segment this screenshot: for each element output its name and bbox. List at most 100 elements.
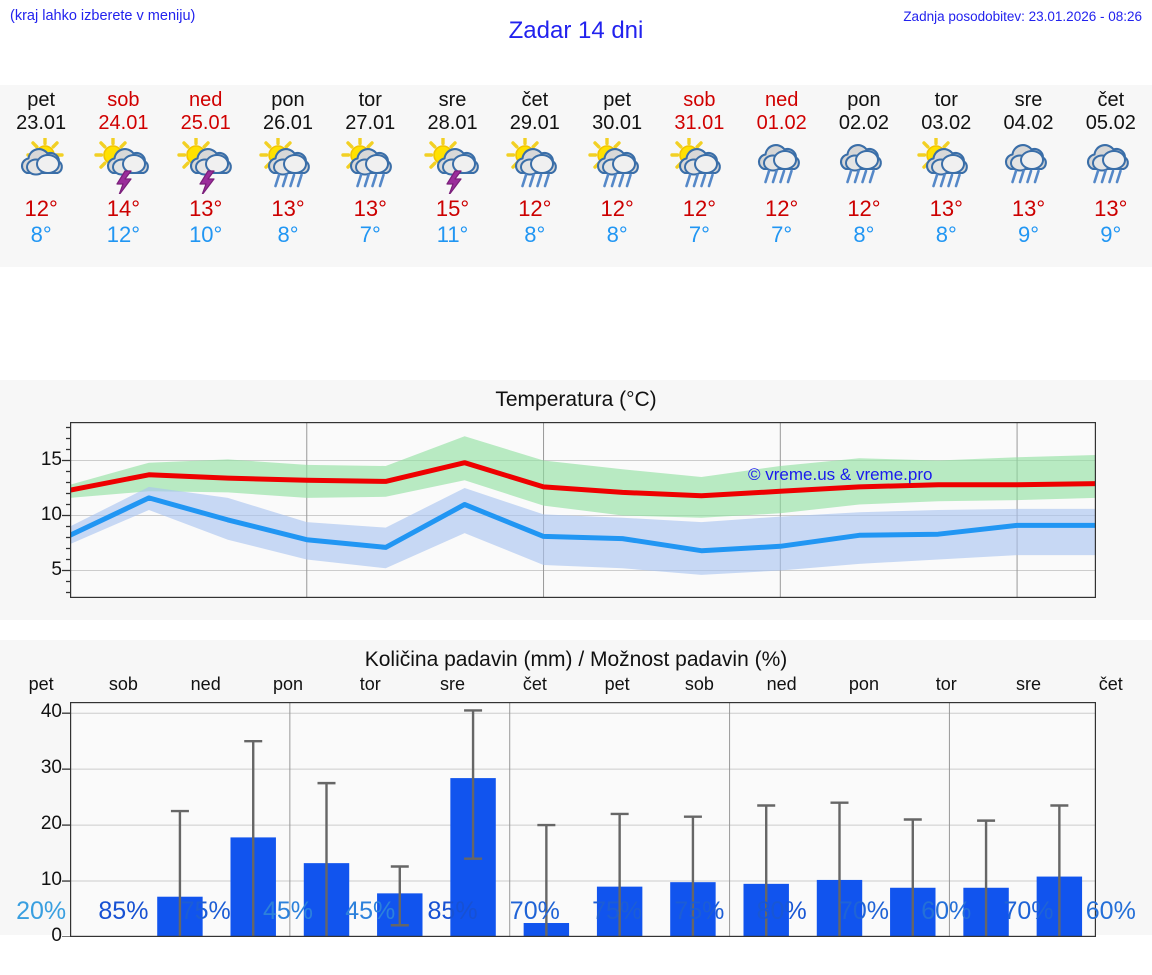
precipitation-day-label: pet	[604, 674, 630, 694]
sun-cloud-rain-icon	[663, 136, 735, 194]
precipitation-y-tick-label: 40	[40, 701, 62, 723]
forecast-day-column[interactable]: pon 26.01 13° 8°	[247, 85, 329, 267]
precipitation-probability-label: 75%	[592, 897, 643, 925]
day-max-temperature: 13°	[353, 196, 387, 221]
day-min-temperature: 8°	[935, 222, 957, 247]
day-name: ned	[764, 89, 799, 111]
forecast-day-column[interactable]: ned 01.02 12° 7°	[741, 85, 823, 267]
temperature-chart-title: Temperatura (°C)	[495, 388, 657, 411]
day-name: čet	[521, 89, 549, 111]
temperature-y-tick-label: 10	[40, 503, 62, 525]
sun-cloud-thunder-icon	[87, 136, 159, 196]
day-max-temperature: 12°	[765, 196, 799, 221]
day-min-temperature: 8°	[277, 222, 299, 247]
precipitation-probability-label: 85%	[427, 897, 478, 925]
forecast-day-column[interactable]: sob 31.01 12° 7°	[658, 85, 740, 267]
precipitation-probability-label: 45%	[262, 897, 313, 925]
day-max-temperature: 12°	[24, 196, 58, 221]
day-name: tor	[358, 89, 382, 111]
day-date: 29.01	[509, 112, 560, 134]
temperature-y-tick-label: 15	[40, 448, 62, 470]
forecast-day-column[interactable]: čet 29.01 12° 8°	[494, 85, 576, 267]
page-header: (kraj lahko izberete v meniju) Zadar 14 …	[0, 0, 1152, 60]
precipitation-day-label: sob	[684, 674, 714, 694]
precipitation-probability-label: 85%	[98, 897, 149, 925]
day-date: 25.01	[180, 112, 231, 134]
precipitation-probability-label: 70%	[1003, 897, 1054, 925]
day-max-temperature: 12°	[600, 196, 634, 221]
day-min-temperature: 9°	[1017, 222, 1040, 247]
day-date: 02.02	[838, 112, 889, 134]
temperature-y-tick-label: 5	[51, 558, 62, 580]
precipitation-y-tick-label: 20	[40, 813, 62, 835]
precipitation-y-tick-label: 30	[40, 757, 62, 779]
precipitation-day-label: tor	[359, 674, 381, 694]
day-date: 27.01	[345, 112, 396, 134]
day-min-temperature: 12°	[106, 222, 141, 247]
precipitation-probability-label: 75%	[674, 897, 725, 925]
day-min-temperature: 8°	[30, 222, 52, 247]
forecast-day-column[interactable]: pet 30.01 12° 8°	[576, 85, 658, 267]
day-min-temperature: 7°	[771, 222, 793, 247]
day-min-temperature: 7°	[359, 222, 381, 247]
temperature-chart-panel: Temperatura (°C) 5 10 15 © vreme.us & vrem…	[0, 380, 1152, 620]
day-name: ned	[189, 89, 223, 111]
day-date: 30.01	[592, 112, 643, 134]
precipitation-y-tick-label: 10	[40, 869, 62, 891]
sun-cloud-thunder-icon	[170, 136, 242, 196]
day-name: pon	[271, 89, 305, 111]
day-min-temperature: 7°	[688, 222, 710, 247]
precipitation-day-label: čet	[1098, 674, 1123, 694]
day-min-temperature: 8°	[606, 222, 628, 247]
forecast-day-column[interactable]: tor 27.01 13° 7°	[329, 85, 411, 267]
sun-cloud-rain-icon	[499, 136, 571, 194]
forecast-day-column[interactable]: sre 28.01 15° 11°	[411, 85, 493, 267]
precipitation-probability-label: 70%	[838, 897, 889, 925]
forecast-day-column[interactable]: ned 25.01 13° 10°	[165, 85, 247, 267]
day-name: tor	[934, 89, 958, 111]
day-min-temperature: 8°	[853, 222, 875, 247]
precipitation-probability-label: 20%	[16, 897, 67, 925]
forecast-day-column[interactable]: sre 04.02 13° 9°	[987, 85, 1069, 267]
day-name: sob	[107, 89, 140, 111]
day-max-temperature: 13°	[271, 196, 305, 221]
day-date: 26.01	[262, 112, 314, 134]
day-name: pet	[603, 89, 632, 111]
forecast-day-column[interactable]: sob 24.01 14° 12°	[82, 85, 164, 267]
precipitation-probability-label: 45%	[345, 897, 396, 925]
day-min-temperature: 9°	[1100, 222, 1122, 247]
precipitation-day-label: sre	[440, 674, 466, 694]
precipitation-probability-label: 70%	[509, 897, 560, 925]
forecast-day-column[interactable]: pon 02.02 12° 8°	[823, 85, 905, 267]
sun-cloud-rain-icon	[252, 136, 324, 194]
precipitation-day-label: sre	[1016, 674, 1042, 694]
day-date: 31.01	[674, 112, 725, 134]
day-max-temperature: 12°	[682, 196, 717, 221]
day-name: sre	[438, 89, 467, 111]
page-title: Zadar 14 dni	[508, 17, 644, 44]
cloud-rain-icon	[993, 138, 1065, 194]
precipitation-day-labels: pet sob ned pon tor sre čet pet sob ned pon tor sre č…	[0, 674, 1152, 700]
forecast-day-column[interactable]: pet 23.01 12° 8°	[0, 85, 82, 267]
precipitation-day-label: pet	[28, 674, 54, 694]
cloud-rain-icon	[1075, 138, 1147, 194]
precipitation-day-label: ned	[766, 674, 797, 694]
day-date: 24.01	[98, 112, 149, 134]
cloud-rain-icon	[746, 138, 818, 194]
day-date: 28.01	[427, 112, 478, 134]
forecast-day-column[interactable]: tor 03.02 13° 8°	[905, 85, 987, 267]
copyright-label: © vreme.us & vreme.pro	[748, 465, 933, 484]
day-max-temperature: 13°	[1011, 196, 1046, 221]
cloud-rain-icon	[828, 138, 900, 194]
precipitation-probability-row: 20% 85% 75% 45% 45% 85% 70% 75% 75% 80% 70% 60% 70% 6…	[0, 897, 1152, 937]
day-date: 01.02	[756, 112, 807, 134]
forecast-day-strip: pet 23.01 12° 8° sob 24.01 14° 12° ned 25.01 13° 10…	[0, 85, 1152, 267]
sun-cloud-rain-icon	[581, 136, 653, 194]
day-min-temperature: 11°	[436, 222, 469, 247]
day-max-temperature: 13°	[189, 196, 223, 221]
forecast-day-column[interactable]: čet 05.02 13° 9°	[1070, 85, 1152, 267]
day-name: pon	[847, 89, 881, 111]
sun-cloud-icon	[5, 136, 77, 194]
day-name: pet	[27, 89, 56, 111]
precipitation-probability-label: 75%	[180, 897, 231, 925]
